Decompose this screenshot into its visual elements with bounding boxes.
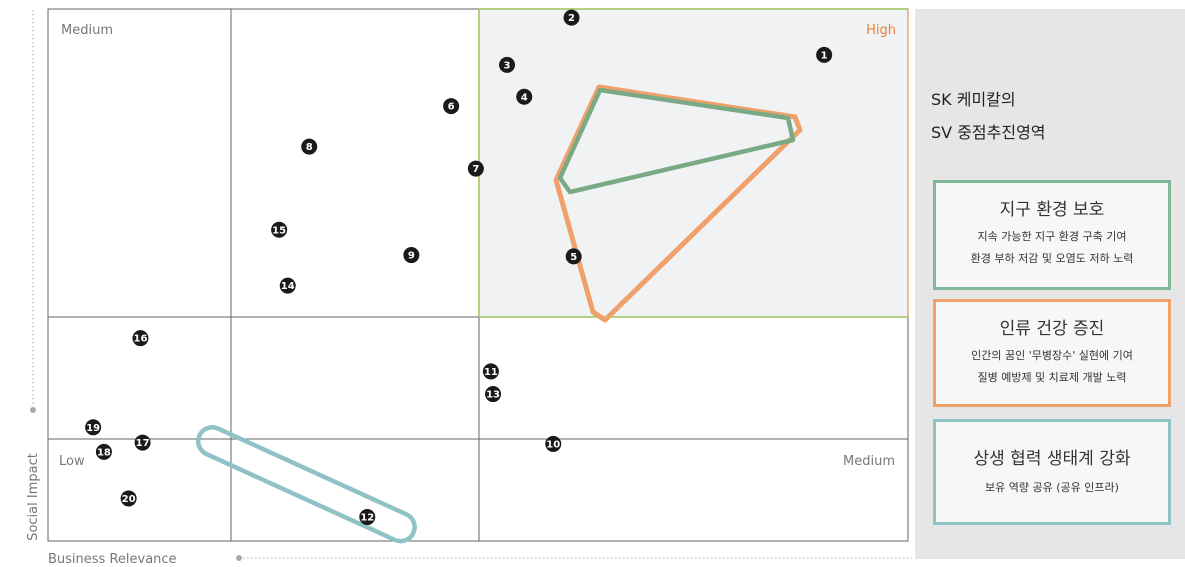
point-9: 9 (403, 247, 420, 264)
point-marker (482, 363, 499, 380)
point-marker (85, 419, 102, 436)
point-14: 14 (279, 277, 296, 294)
cooperation-desc-1: 보유 역량 공유 (공유 인프라) (985, 481, 1119, 494)
point-marker (95, 443, 112, 460)
point-label: 12 (360, 513, 374, 524)
point-label: 16 (133, 334, 147, 345)
cooperation-category-box: 상생 협력 생태계 강화 보유 역량 공유 (공유 인프라) (933, 419, 1171, 525)
point-label: 10 (546, 439, 560, 450)
point-label: 18 (97, 447, 111, 458)
point-marker (563, 9, 580, 26)
point-label: 17 (136, 438, 150, 449)
point-marker (467, 160, 484, 177)
environment-desc-1: 지속 가능한 지구 환경 구축 기여 (977, 230, 1127, 243)
point-10: 10 (545, 435, 562, 452)
point-5: 5 (565, 248, 582, 265)
health-desc-2: 질병 예방제 및 치료제 개발 노력 (977, 371, 1127, 384)
point-marker (443, 98, 460, 115)
quadrant-label-medium-bottom: Medium (843, 454, 895, 469)
environment-desc-2: 환경 부하 저감 및 오염도 저하 노력 (970, 252, 1134, 265)
point-label: 19 (86, 423, 100, 434)
point-label: 1 (821, 50, 828, 61)
health-desc-1: 인간의 꿈인 '무병장수' 실현에 기여 (971, 349, 1133, 362)
point-label: 4 (521, 92, 528, 103)
point-marker (403, 247, 420, 264)
point-marker (565, 248, 582, 265)
point-marker (301, 138, 318, 155)
point-3: 3 (499, 56, 516, 73)
x-axis-end-dot (236, 555, 242, 561)
point-label: 15 (272, 225, 286, 236)
point-marker (134, 434, 151, 451)
point-marker (545, 435, 562, 452)
point-15: 15 (271, 221, 288, 238)
y-axis-end-dot (30, 407, 36, 413)
point-marker (816, 46, 833, 63)
point-13: 13 (485, 386, 502, 403)
point-marker (359, 509, 376, 526)
point-label: 8 (306, 142, 313, 153)
point-11: 11 (482, 363, 499, 380)
point-label: 6 (448, 102, 455, 113)
point-label: 13 (486, 390, 500, 401)
point-label: 7 (472, 164, 479, 175)
quadrant-label-low: Low (59, 454, 85, 469)
sidebar-title: SK 케미칼의 SV 중점추진영역 (931, 83, 1171, 149)
point-2: 2 (563, 9, 580, 26)
x-axis-label: Business Relevance (48, 552, 177, 567)
point-label: 20 (122, 494, 136, 505)
health-category-box: 인류 건강 증진 인간의 꿈인 '무병장수' 실현에 기여 질병 예방제 및 치… (933, 299, 1171, 407)
materiality-matrix: Medium High Low Medium Social Impact Bus… (26, 8, 912, 567)
point-20: 20 (120, 490, 137, 507)
environment-group-outline (557, 87, 796, 195)
point-18: 18 (95, 443, 112, 460)
environment-category-box: 지구 환경 보호 지속 가능한 지구 환경 구축 기여 환경 부하 저감 및 오… (933, 180, 1171, 290)
point-label: 14 (281, 281, 295, 292)
sidebar-panel: SK 케미칼의 SV 중점추진영역 지구 환경 보호 지속 가능한 지구 환경 … (915, 9, 1185, 559)
quadrant-label-high: High (866, 23, 896, 38)
point-label: 3 (504, 60, 511, 71)
point-17: 17 (134, 434, 151, 451)
point-19: 19 (85, 419, 102, 436)
point-7: 7 (467, 160, 484, 177)
point-12: 12 (359, 509, 376, 526)
sidebar-title-line1: SK 케미칼의 (931, 90, 1016, 109)
point-label: 2 (568, 13, 575, 24)
point-6: 6 (443, 98, 460, 115)
health-group-outline (553, 84, 803, 323)
environment-title: 지구 환경 보호 (999, 200, 1105, 220)
y-axis-label: Social Impact (26, 453, 41, 541)
point-marker (279, 277, 296, 294)
point-label: 5 (570, 252, 577, 263)
point-marker (132, 330, 149, 347)
point-marker (120, 490, 137, 507)
point-4: 4 (516, 88, 533, 105)
point-marker (499, 56, 516, 73)
point-1: 1 (816, 46, 833, 63)
point-16: 16 (132, 330, 149, 347)
point-label: 11 (484, 367, 498, 378)
cooperation-title: 상생 협력 생태계 강화 (973, 449, 1131, 469)
point-marker (485, 386, 502, 403)
sidebar-title-line2: SV 중점추진영역 (931, 123, 1046, 142)
health-title: 인류 건강 증진 (999, 319, 1105, 339)
quadrant-label-medium-top: Medium (61, 23, 113, 38)
cooperation-group-outline (196, 425, 417, 544)
point-marker (271, 221, 288, 238)
point-label: 9 (408, 251, 415, 262)
point-8: 8 (301, 138, 318, 155)
point-marker (516, 88, 533, 105)
